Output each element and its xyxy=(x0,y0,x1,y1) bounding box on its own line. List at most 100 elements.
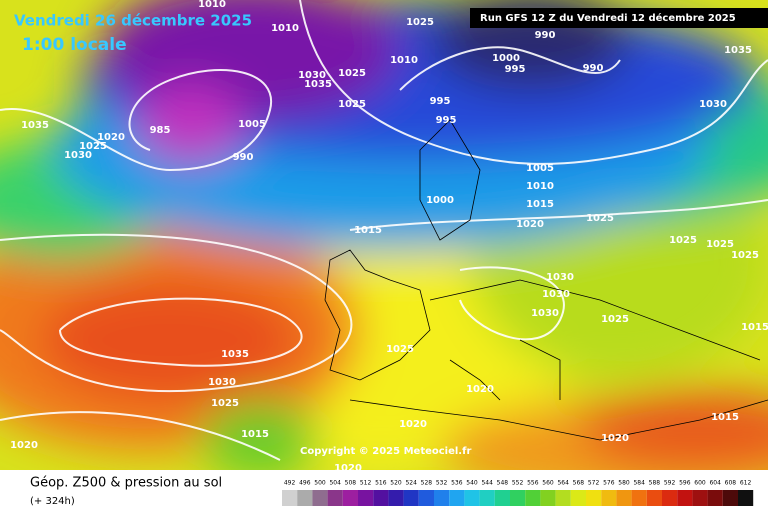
isobar-label: 1010 xyxy=(271,23,299,34)
isobar-label: 1000 xyxy=(426,195,454,206)
isobars xyxy=(0,0,768,461)
isobar-label: 1025 xyxy=(706,239,734,250)
scale-label: 552 xyxy=(512,480,524,487)
scale-swatch xyxy=(388,490,404,506)
isobar-label: 1010 xyxy=(526,181,554,192)
run-box xyxy=(470,8,768,28)
isobar-label: 1020 xyxy=(516,219,544,230)
scale-label: 520 xyxy=(390,480,402,487)
scale-swatch xyxy=(662,490,678,506)
isobar-label: 1025 xyxy=(386,344,414,355)
isobar-label: 1030 xyxy=(546,272,574,283)
isobar-label: 1015 xyxy=(241,429,269,440)
scale-swatch xyxy=(525,490,541,506)
scale-swatch xyxy=(540,490,556,506)
color-scale: 492 496 500 504 508 512 516 520 524 528 532 536 540 5… xyxy=(282,480,754,506)
scale-swatch xyxy=(403,490,419,506)
valid-date: Vendredi 26 décembre 2025 xyxy=(14,12,252,30)
isobar-label: 1025 xyxy=(731,250,759,261)
isobar-label: 1025 xyxy=(406,17,434,28)
scale-label: 572 xyxy=(588,480,600,487)
isobar-label: 990 xyxy=(535,30,556,41)
scale-swatch xyxy=(677,490,693,506)
isobar-label: 985 xyxy=(150,125,171,136)
scale-swatch xyxy=(555,490,571,506)
isobar-label: 1020 xyxy=(10,440,38,451)
scale-label: 504 xyxy=(329,480,341,487)
isobar-labels: 1035103010251020101010101030103510251025… xyxy=(10,0,768,474)
isobar-label: 1025 xyxy=(586,213,614,224)
scale-swatch xyxy=(479,490,495,506)
scale-swatch xyxy=(510,490,526,506)
isobar-label: 1015 xyxy=(354,225,382,236)
scale-swatch xyxy=(373,490,389,506)
scale-swatch xyxy=(297,490,313,506)
scale-label: 588 xyxy=(649,480,661,487)
isobar-label: 995 xyxy=(436,115,457,126)
isobar-label: 1020 xyxy=(334,463,362,474)
scale-label: 492 xyxy=(284,480,296,487)
scale-swatch xyxy=(464,490,480,506)
scale-label: 560 xyxy=(542,480,554,487)
scale-label: 532 xyxy=(436,480,448,487)
scale-label: 612 xyxy=(740,480,752,487)
footer-lead: (+ 324h) xyxy=(30,496,75,507)
run-info: Run GFS 12 Z du Vendredi 12 décembre 202… xyxy=(480,12,736,24)
scale-label: 592 xyxy=(664,480,676,487)
isobar-label: 995 xyxy=(430,96,451,107)
scale-swatch xyxy=(722,490,738,506)
isobar-label: 1005 xyxy=(526,163,554,174)
scale-swatch xyxy=(434,490,450,506)
isobar-label: 1015 xyxy=(711,412,739,423)
footer-title: Géop. Z500 & pression au sol xyxy=(30,476,222,491)
isobar-label: 1035 xyxy=(724,45,752,56)
scale-label: 544 xyxy=(481,480,493,487)
isobar-label: 995 xyxy=(505,64,526,75)
isobar-label: 1030 xyxy=(531,308,559,319)
scale-label: 548 xyxy=(497,480,509,487)
scale-swatch xyxy=(616,490,632,506)
isobar-label: 1035 xyxy=(221,349,249,360)
scale-label: 608 xyxy=(725,480,737,487)
field xyxy=(0,0,768,470)
scale-swatch xyxy=(494,490,510,506)
isobar-label: 1030 xyxy=(208,377,236,388)
scale-swatch xyxy=(570,490,586,506)
scale-label: 508 xyxy=(345,480,357,487)
scale-label: 540 xyxy=(466,480,478,487)
isobar-label: 1000 xyxy=(492,53,520,64)
scale-label: 496 xyxy=(299,480,311,487)
scale-label: 556 xyxy=(527,480,539,487)
isobar-label: 1025 xyxy=(338,99,366,110)
isobar-label: 1025 xyxy=(79,141,107,152)
isobar-label: 1005 xyxy=(238,119,266,130)
scale-swatch xyxy=(312,490,328,506)
scale-swatch xyxy=(418,490,434,506)
copyright: Copyright © 2025 Meteociel.fr xyxy=(300,446,471,457)
scale-swatch xyxy=(449,490,465,506)
isobar-label: 1010 xyxy=(198,0,226,10)
local-time: 1:00 locale xyxy=(22,35,127,55)
isobar-label: 1030 xyxy=(298,70,326,81)
isobar-label: 1010 xyxy=(390,55,418,66)
scale-swatch xyxy=(631,490,647,506)
scale-label: 500 xyxy=(314,480,326,487)
scale-label: 528 xyxy=(421,480,433,487)
isobar-label: 1025 xyxy=(338,68,366,79)
scale-swatch xyxy=(342,490,358,506)
isobar-label: 1035 xyxy=(21,120,49,131)
scale-label: 580 xyxy=(618,480,630,487)
isobar-label: 1025 xyxy=(669,235,697,246)
isobar-label: 1015 xyxy=(526,199,554,210)
scale-swatch xyxy=(327,490,343,506)
isobar-label: 1030 xyxy=(699,99,727,110)
isobar-label: 1035 xyxy=(304,79,332,90)
scale-swatch xyxy=(586,490,602,506)
scale-swatch xyxy=(282,490,298,506)
scale-label: 516 xyxy=(375,480,387,487)
isobar-label: 1015 xyxy=(741,322,768,333)
isobar-label: 1025 xyxy=(601,314,629,325)
scale-swatch xyxy=(707,490,723,506)
scale-label: 524 xyxy=(405,480,417,487)
